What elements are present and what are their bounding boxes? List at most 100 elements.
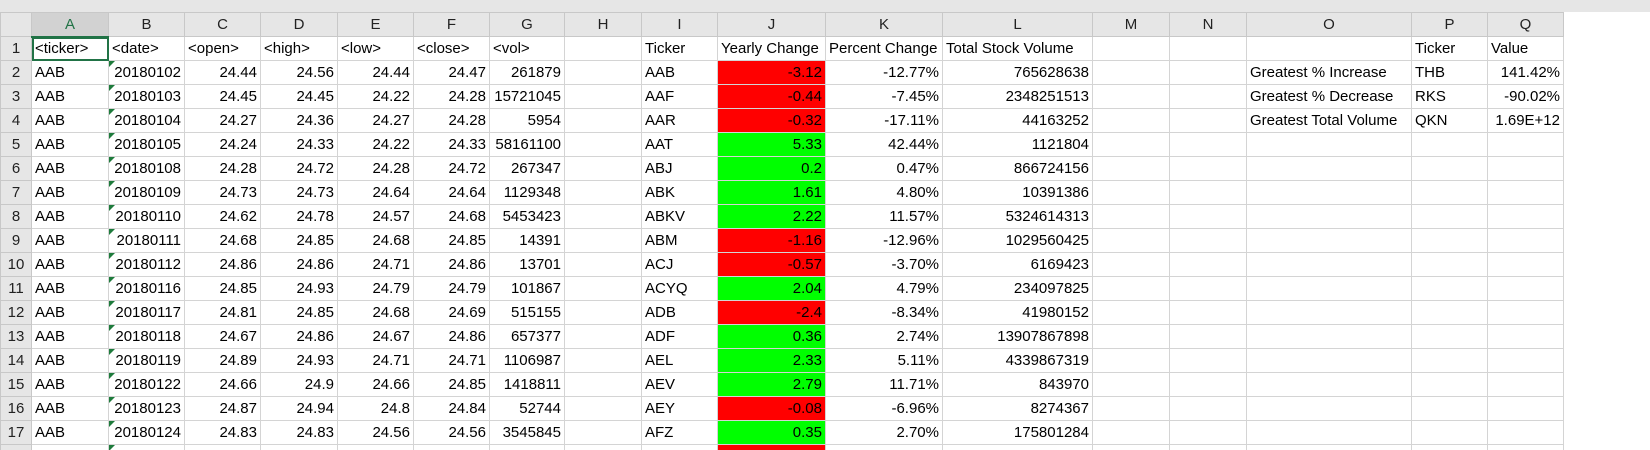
cell-h2[interactable] — [564, 60, 642, 85]
cell-l9[interactable]: 1029560425 — [942, 228, 1093, 253]
cell-b16[interactable]: 20180123 — [108, 396, 185, 421]
cell-g9[interactable]: 14391 — [489, 228, 565, 253]
column-header-c[interactable]: C — [184, 12, 261, 37]
cell-l17[interactable]: 175801284 — [942, 420, 1093, 445]
cell-b13[interactable]: 20180118 — [108, 324, 185, 349]
cell-o17[interactable] — [1246, 420, 1412, 445]
cell-n11[interactable] — [1169, 276, 1247, 301]
cell-k12[interactable]: -8.34% — [825, 300, 943, 325]
row-header[interactable]: 15 — [0, 372, 32, 397]
cell-p8[interactable] — [1411, 204, 1488, 229]
cell-b11[interactable]: 20180116 — [108, 276, 185, 301]
cell-q16[interactable] — [1487, 396, 1564, 421]
cell-c14[interactable]: 24.89 — [184, 348, 261, 373]
cell-o10[interactable] — [1246, 252, 1412, 277]
cell-l7[interactable]: 10391386 — [942, 180, 1093, 205]
cell-f12[interactable]: 24.69 — [413, 300, 490, 325]
cell-j14[interactable]: 2.33 — [717, 348, 826, 373]
cell-o5[interactable] — [1246, 132, 1412, 157]
row-header[interactable]: 12 — [0, 300, 32, 325]
cell-f15[interactable]: 24.85 — [413, 372, 490, 397]
row-header[interactable]: 5 — [0, 132, 32, 157]
cell-d1[interactable]: <high> — [260, 36, 338, 61]
column-header-e[interactable]: E — [337, 12, 414, 37]
row-header[interactable]: 1 — [0, 36, 32, 61]
cell-g10[interactable]: 13701 — [489, 252, 565, 277]
column-header-q[interactable]: Q — [1487, 12, 1564, 37]
cell-q3[interactable]: -90.02% — [1487, 84, 1564, 109]
cell-j7[interactable]: 1.61 — [717, 180, 826, 205]
cell-p1[interactable]: Ticker — [1411, 36, 1488, 61]
cell-n10[interactable] — [1169, 252, 1247, 277]
cell-b6[interactable]: 20180108 — [108, 156, 185, 181]
cell-l13[interactable]: 13907867898 — [942, 324, 1093, 349]
cell-n6[interactable] — [1169, 156, 1247, 181]
cell-k1[interactable]: Percent Change — [825, 36, 943, 61]
cell-h13[interactable] — [564, 324, 642, 349]
cell-j8[interactable]: 2.22 — [717, 204, 826, 229]
cell-m2[interactable] — [1092, 60, 1170, 85]
cell-k14[interactable]: 5.11% — [825, 348, 943, 373]
cell-l2[interactable]: 765628638 — [942, 60, 1093, 85]
cell-f17[interactable]: 24.56 — [413, 420, 490, 445]
column-header-m[interactable]: M — [1092, 12, 1170, 37]
cell-n3[interactable] — [1169, 84, 1247, 109]
cell-g8[interactable]: 5453423 — [489, 204, 565, 229]
cell-g18[interactable] — [489, 444, 565, 450]
cell-d18[interactable] — [260, 444, 338, 450]
cell-q1[interactable]: Value — [1487, 36, 1564, 61]
cell-c13[interactable]: 24.67 — [184, 324, 261, 349]
cell-b15[interactable]: 20180122 — [108, 372, 185, 397]
cell-o4[interactable]: Greatest Total Volume — [1246, 108, 1412, 133]
cell-o13[interactable] — [1246, 324, 1412, 349]
cell-a14[interactable]: AAB — [31, 348, 109, 373]
cell-d13[interactable]: 24.86 — [260, 324, 338, 349]
cell-n17[interactable] — [1169, 420, 1247, 445]
cell-d14[interactable]: 24.93 — [260, 348, 338, 373]
cell-k3[interactable]: -7.45% — [825, 84, 943, 109]
cell-k10[interactable]: -3.70% — [825, 252, 943, 277]
cell-m3[interactable] — [1092, 84, 1170, 109]
cell-i12[interactable]: ADB — [641, 300, 718, 325]
cell-f18[interactable] — [413, 444, 490, 450]
cell-n13[interactable] — [1169, 324, 1247, 349]
cell-g7[interactable]: 1129348 — [489, 180, 565, 205]
cell-e10[interactable]: 24.71 — [337, 252, 414, 277]
cell-j18[interactable] — [717, 444, 826, 450]
cell-a10[interactable]: AAB — [31, 252, 109, 277]
cell-j3[interactable]: -0.44 — [717, 84, 826, 109]
cell-q8[interactable] — [1487, 204, 1564, 229]
cell-e13[interactable]: 24.67 — [337, 324, 414, 349]
cell-f6[interactable]: 24.72 — [413, 156, 490, 181]
cell-g14[interactable]: 1106987 — [489, 348, 565, 373]
row-header[interactable]: 3 — [0, 84, 32, 109]
cell-b12[interactable]: 20180117 — [108, 300, 185, 325]
cell-e18[interactable] — [337, 444, 414, 450]
cell-j15[interactable]: 2.79 — [717, 372, 826, 397]
cell-n8[interactable] — [1169, 204, 1247, 229]
cell-b4[interactable]: 20180104 — [108, 108, 185, 133]
cell-a8[interactable]: AAB — [31, 204, 109, 229]
cell-c8[interactable]: 24.62 — [184, 204, 261, 229]
cell-c5[interactable]: 24.24 — [184, 132, 261, 157]
cell-q2[interactable]: 141.42% — [1487, 60, 1564, 85]
cell-m16[interactable] — [1092, 396, 1170, 421]
cell-d3[interactable]: 24.45 — [260, 84, 338, 109]
cell-i16[interactable]: AEY — [641, 396, 718, 421]
cell-k4[interactable]: -17.11% — [825, 108, 943, 133]
cell-f16[interactable]: 24.84 — [413, 396, 490, 421]
cell-q17[interactable] — [1487, 420, 1564, 445]
cell-c11[interactable]: 24.85 — [184, 276, 261, 301]
cell-n5[interactable] — [1169, 132, 1247, 157]
cell-o7[interactable] — [1246, 180, 1412, 205]
cell-g5[interactable]: 58161100 — [489, 132, 565, 157]
cell-l18[interactable] — [942, 444, 1093, 450]
cell-d4[interactable]: 24.36 — [260, 108, 338, 133]
column-header-g[interactable]: G — [489, 12, 565, 37]
cell-q12[interactable] — [1487, 300, 1564, 325]
cell-g2[interactable]: 261879 — [489, 60, 565, 85]
cell-m15[interactable] — [1092, 372, 1170, 397]
cell-m9[interactable] — [1092, 228, 1170, 253]
cell-a12[interactable]: AAB — [31, 300, 109, 325]
cell-f8[interactable]: 24.68 — [413, 204, 490, 229]
